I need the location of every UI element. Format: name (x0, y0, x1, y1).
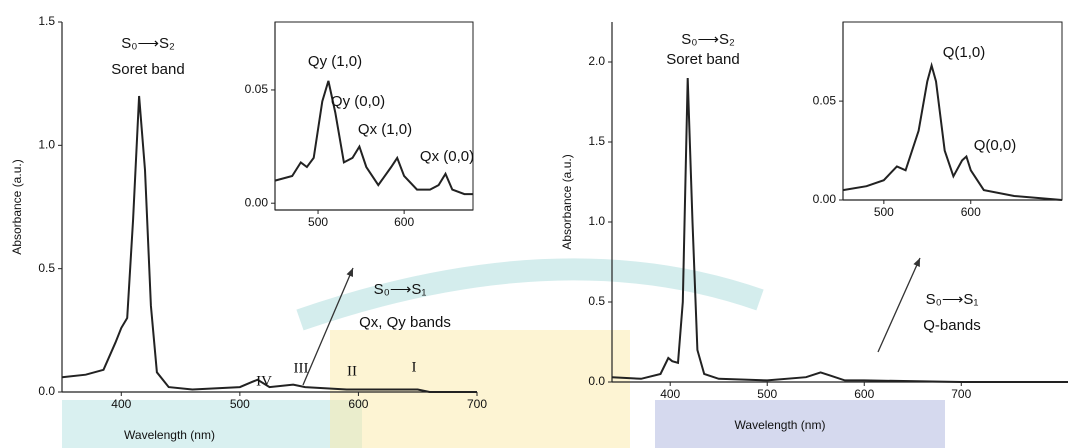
annotation: Qy (1,0) (308, 53, 362, 70)
arrow-head (913, 258, 920, 267)
inset-frame (274, 21, 474, 211)
x-axis-label: Wavelength (nm) (735, 418, 826, 432)
annotation: I (412, 359, 417, 375)
annotation: IV (256, 373, 272, 389)
y-tick-label: 1.5 (588, 134, 605, 148)
x-tick-label: 600 (961, 205, 981, 219)
spectrum-line (61, 95, 477, 393)
y-tick-label: 0.5 (38, 261, 55, 275)
annotation: Qx (0,0) (420, 148, 474, 165)
watermark (655, 400, 945, 448)
y-axis-label: Absorbance (a.u.) (560, 154, 574, 249)
x-tick-label: 500 (230, 397, 250, 411)
y-tick-label: 1.5 (38, 14, 55, 28)
annotation: III (294, 360, 309, 376)
x-tick-label: 600 (394, 215, 414, 229)
x-tick-label: 500 (874, 205, 894, 219)
x-axis-label: Wavelength (nm) (124, 428, 215, 442)
y-tick-label: 0.5 (588, 294, 605, 308)
annotation: Qx (1,0) (358, 121, 412, 138)
x-tick-label: 600 (854, 387, 874, 401)
arrow-shaft (877, 257, 921, 353)
x-tick-label: 500 (757, 387, 777, 401)
arrow-shaft (302, 267, 354, 386)
annotation: Soret band (111, 61, 184, 78)
annotation: S₀⟶S₂ (681, 31, 735, 48)
annotation: II (347, 363, 357, 379)
annotation: Q(0,0) (974, 137, 1017, 154)
x-tick-label: 400 (660, 387, 680, 401)
inset-frame (842, 21, 1063, 201)
y-tick-label: 2.0 (588, 54, 605, 68)
plots: 400 500 600 700 0.0 0.5 1.0 1.5 Wavelength (nm) A… (10, 14, 1068, 442)
annotation: Q-bands (923, 317, 981, 334)
annotation: Qx, Qy bands (359, 314, 451, 331)
annotation: Qy (0,0) (331, 93, 385, 110)
y-tick-label: 0.05 (813, 93, 837, 107)
spectrum-line (842, 61, 1063, 201)
spectrum-line (611, 77, 1068, 383)
annotation: Q(1,0) (943, 44, 986, 61)
x-tick-label: 600 (348, 397, 368, 411)
x-tick-label: 400 (111, 397, 131, 411)
y-tick-label: 0.0 (38, 384, 55, 398)
spectrum-line (274, 80, 473, 196)
arrow-head (346, 268, 353, 277)
annotation: S₀⟶S₂ (121, 35, 175, 52)
watermark (62, 400, 362, 448)
x-tick-label: 700 (467, 397, 487, 411)
y-tick-label: 0.00 (245, 195, 269, 209)
y-tick-label: 0.0 (588, 374, 605, 388)
y-tick-label: 1.0 (588, 214, 605, 228)
watermark (296, 258, 764, 331)
x-tick-label: 700 (951, 387, 971, 401)
y-tick-label: 0.05 (245, 82, 269, 96)
y-tick-label: 1.0 (38, 138, 55, 152)
annotation: Soret band (666, 51, 739, 68)
x-tick-label: 500 (308, 215, 328, 229)
annotation: S₀⟶S₁ (374, 281, 427, 298)
y-axis-label: Absorbance (a.u.) (10, 159, 24, 254)
y-tick-label: 0.00 (813, 192, 837, 206)
annotation: S₀⟶S₁ (926, 291, 979, 308)
